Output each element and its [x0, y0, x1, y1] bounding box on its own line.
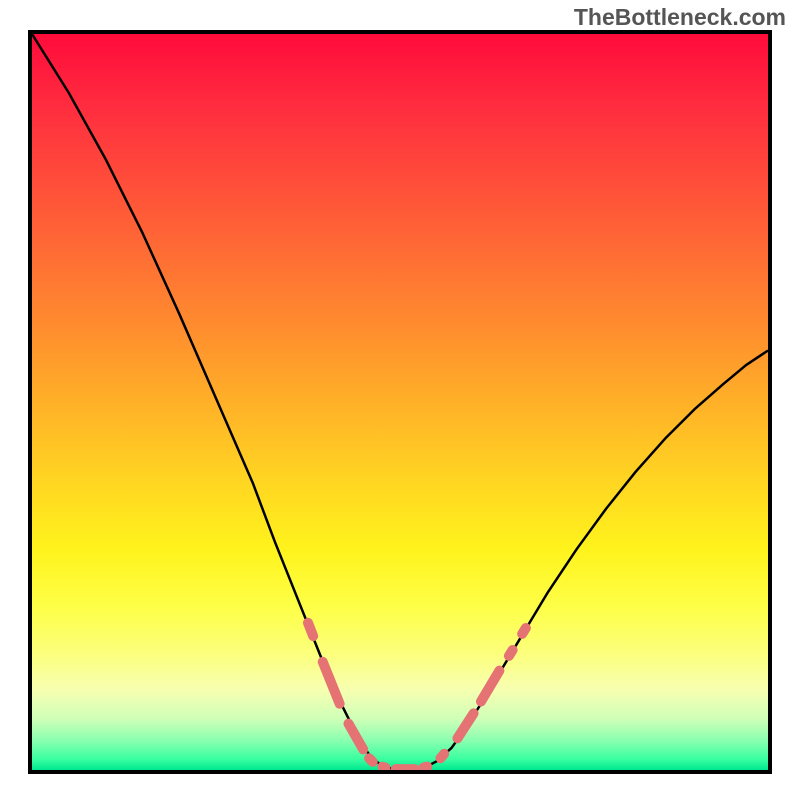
- dash-segment: [522, 628, 526, 634]
- dash-segment: [382, 767, 385, 768]
- gradient-background: [32, 34, 768, 770]
- dash-segment: [509, 650, 513, 656]
- plot-frame: [28, 30, 772, 774]
- dash-segment: [369, 758, 373, 762]
- dash-segment: [424, 767, 428, 768]
- chart-container: TheBottleneck.com: [0, 0, 800, 800]
- bottleneck-curve-chart: [32, 34, 768, 770]
- watermark-text: TheBottleneck.com: [574, 4, 786, 31]
- dash-segment: [308, 623, 313, 636]
- dash-segment: [440, 754, 444, 758]
